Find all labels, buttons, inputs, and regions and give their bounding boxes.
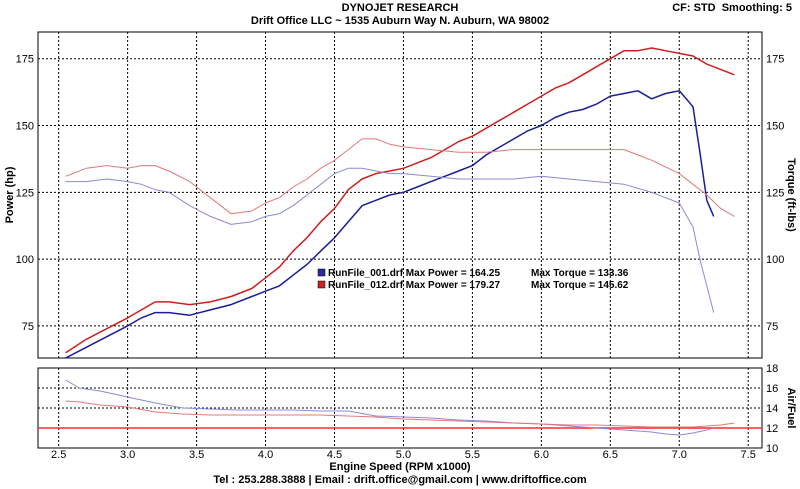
y-tick-label-right: 100 <box>766 254 784 266</box>
series-torque-runfile-012 <box>65 138 735 217</box>
x-tick-label: 7.0 <box>672 449 687 461</box>
smoothing-label: Smoothing: 5 <box>721 2 792 14</box>
afr-axis-label: Air/Fuel <box>785 388 797 429</box>
y-tick-label-left: 175 <box>16 54 34 66</box>
series-power-runfile-001 <box>65 90 715 358</box>
legend-power-entry: RunFile_001.drf Max Power = 164.25 <box>328 268 500 279</box>
x-tick-label: 6.0 <box>534 449 549 461</box>
series-afr-runfile-001 <box>65 379 714 436</box>
chart-subtitle: Drift Office LLC ~ 1535 Auburn Way N. Au… <box>250 15 550 27</box>
y-tick-label-right: 125 <box>766 187 784 199</box>
x-tick-label: 3.0 <box>120 449 135 461</box>
correction-info: CF: STD Smoothing: 5 <box>672 2 792 14</box>
afr-tick-label: 14 <box>766 403 778 415</box>
legend-swatch <box>317 280 326 289</box>
y-tick-label-left: 75 <box>22 321 34 333</box>
y-tick-label-right: 75 <box>766 321 778 333</box>
y-tick-label-right: 150 <box>766 121 784 133</box>
afr-tick-label: 16 <box>766 383 778 395</box>
legend-power-entry: RunFile_012.drf Max Power = 179.27 <box>328 280 500 291</box>
y-tick-label-left: 100 <box>16 254 34 266</box>
y-tick-label-right: 175 <box>766 54 784 66</box>
y-axis-label-left: Power (hp) <box>4 166 16 223</box>
x-tick-label: 3.5 <box>189 449 204 461</box>
x-tick-label: 5.0 <box>396 449 411 461</box>
x-tick-label: 5.5 <box>465 449 480 461</box>
series-torque-runfile-001 <box>65 167 715 313</box>
series-power-runfile-012 <box>65 47 735 354</box>
footer-contact: Tel : 253.288.3888 | Email : drift.offic… <box>213 474 587 486</box>
afr-tick-label: 10 <box>766 443 778 455</box>
y-tick-label-left: 150 <box>16 121 34 133</box>
legend-swatch <box>317 268 326 277</box>
x-tick-label: 4.0 <box>258 449 273 461</box>
legend-torque-entry: Max Torque = 133.36 <box>531 268 629 279</box>
afr-tick-label: 12 <box>766 423 778 435</box>
main-plot-frame <box>37 31 763 359</box>
x-tick-label: 4.5 <box>327 449 342 461</box>
chart-title: DYNOJET RESEARCH <box>341 2 459 14</box>
series-afr-runfile-012 <box>65 400 735 428</box>
x-tick-label: 6.5 <box>603 449 618 461</box>
y-tick-label-left: 125 <box>16 187 34 199</box>
legend-torque-entry: Max Torque = 145.62 <box>531 280 629 291</box>
x-tick-label: 7.5 <box>741 449 756 461</box>
y-axis-label-right: Torque (ft-lbs) <box>785 158 797 232</box>
afr-tick-label: 18 <box>766 363 778 375</box>
x-tick-label: 2.5 <box>51 449 66 461</box>
cf-label: CF: STD <box>672 2 716 14</box>
x-axis-label: Engine Speed (RPM x1000) <box>329 461 471 473</box>
